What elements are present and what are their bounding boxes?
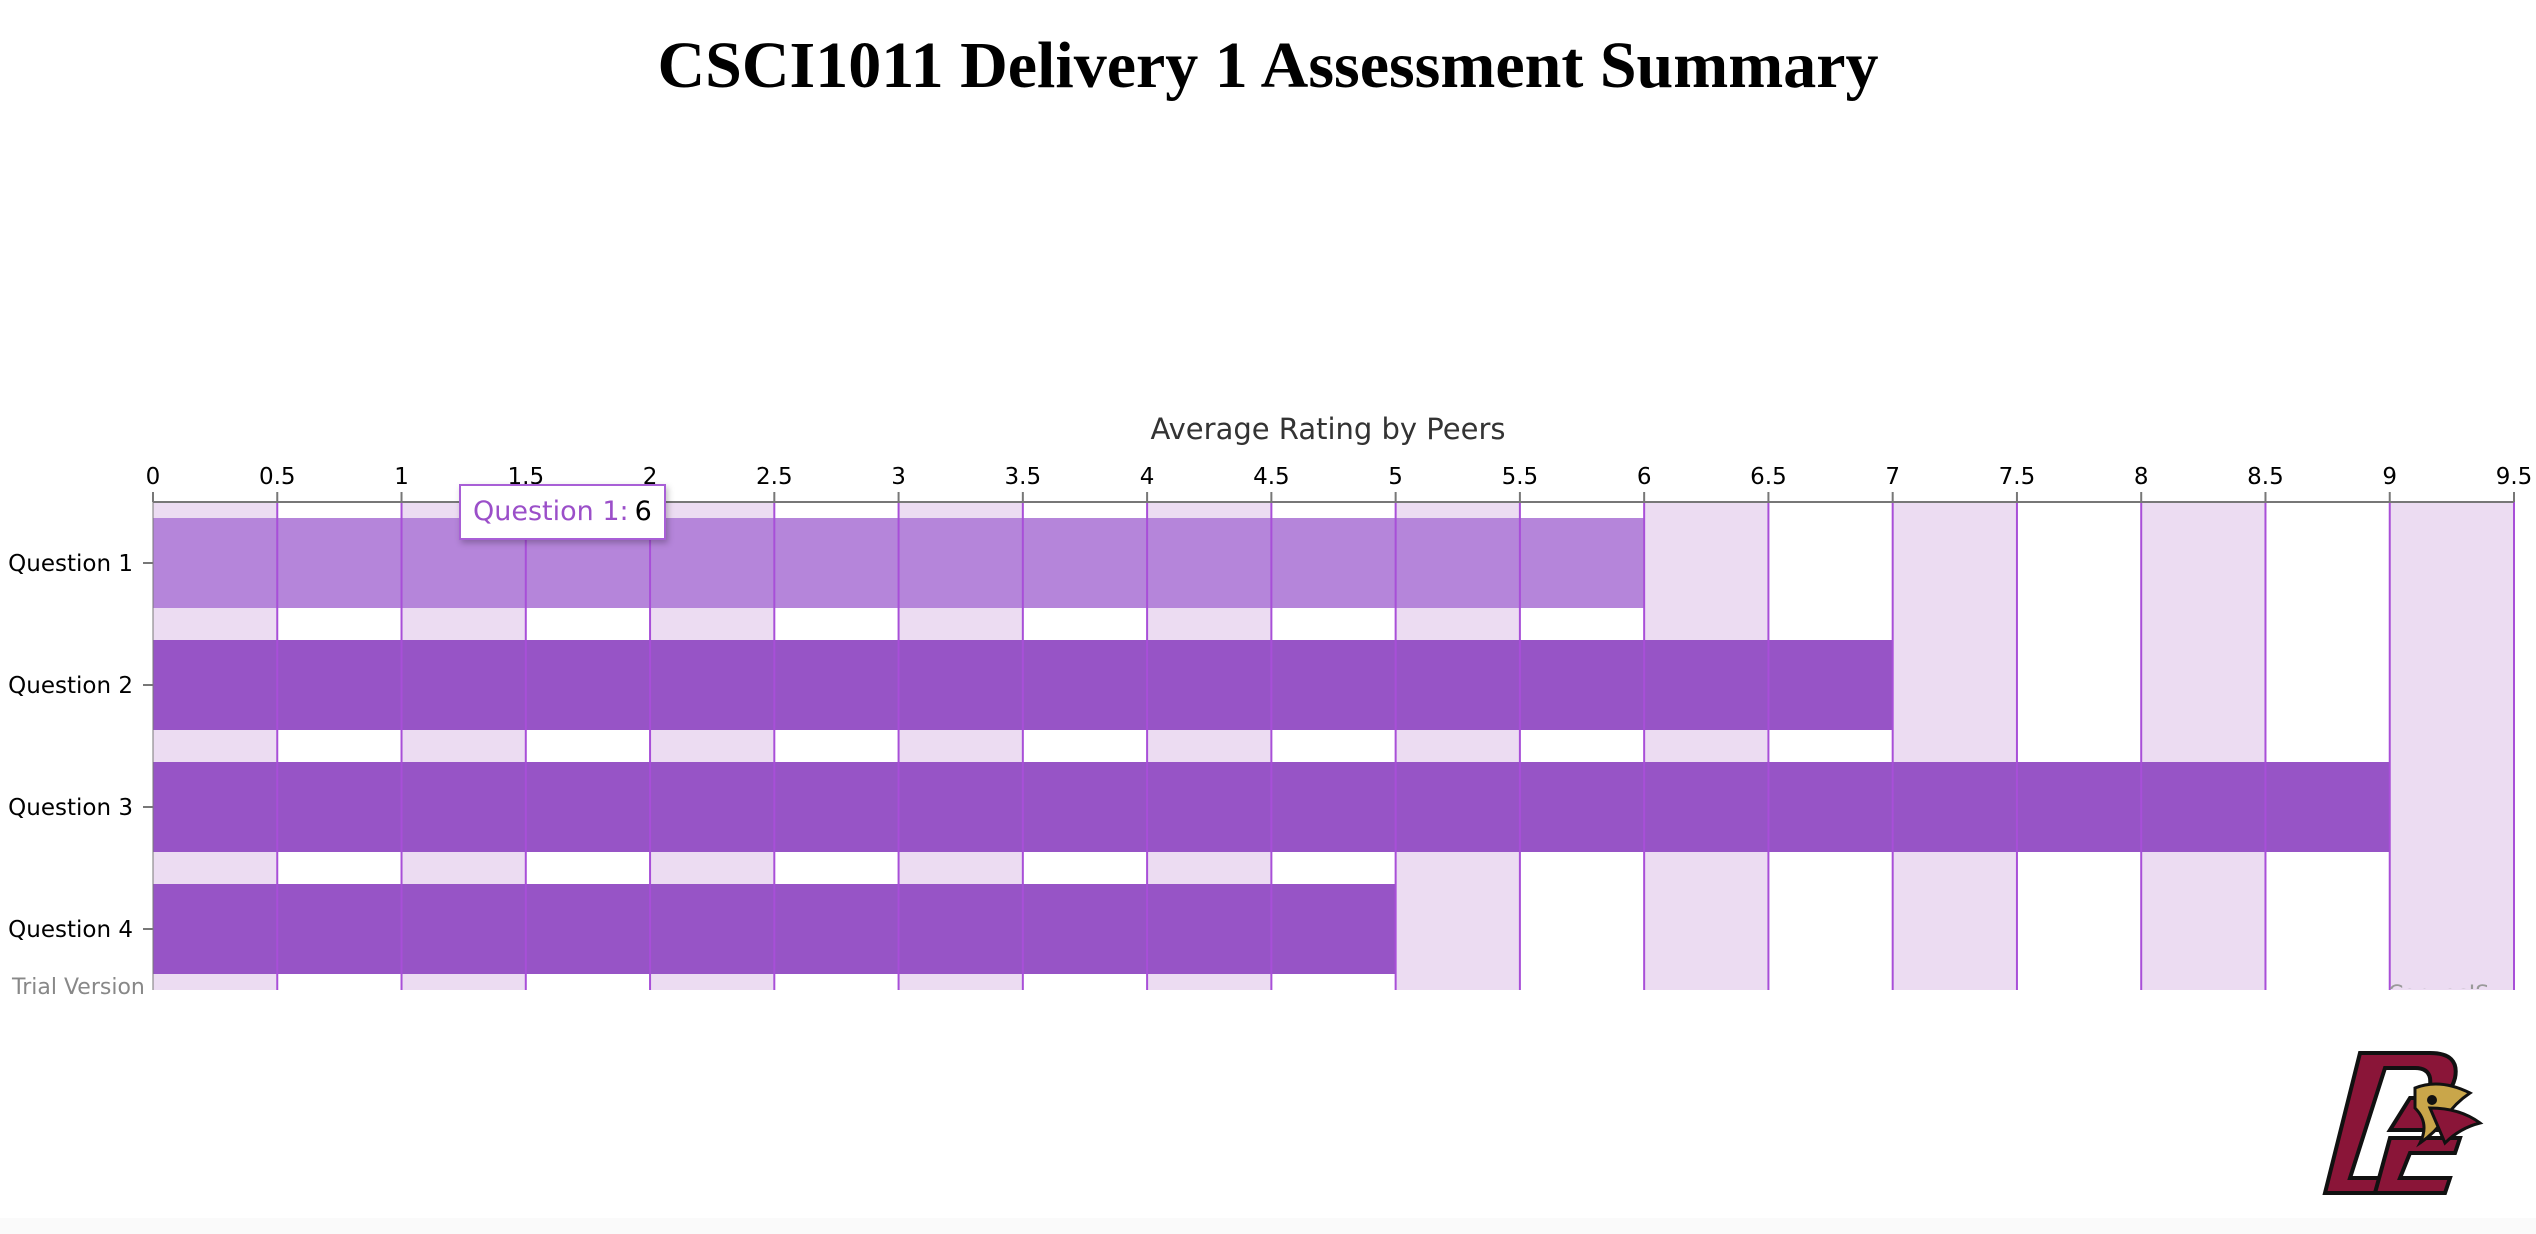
trial-version-text: Trial Version [12,975,145,1000]
tooltip-value: 6 [634,496,652,527]
page-title: CSCI1011 Delivery 1 Assessment Summary [657,29,1879,102]
interlaced-stripe [1892,502,2017,990]
axis: 0 0.5 1 1.5 2 2.5 3 3.5 4 4.5 5 5.5 6 6.5 7 7.5 8 8.5 9 9.5… [8,464,2532,990]
interlaced-stripe [1644,502,1769,990]
x-tick-label: 9 [2382,464,2397,490]
boston-college-logo [2322,1051,2484,1195]
x-tick-label: 7 [1885,464,1900,490]
x-tick-label: 1 [394,464,409,490]
interlaced-stripe [2141,502,2266,990]
x-tick-label: 2 [643,464,658,490]
category-label: Question 2 [8,673,133,699]
x-tick-label: 6.5 [1750,464,1787,490]
x-tick-label: 4.5 [1253,464,1290,490]
x-tick-label: 8 [2134,464,2149,490]
footer-band [0,1218,2536,1234]
x-tick-label: 3 [891,464,906,490]
chart-tooltip: Question 1: 6 [459,484,666,540]
logo-bc-letters [2322,1051,2484,1195]
x-tick-label: 5 [1388,464,1403,490]
credit-text[interactable]: CanvasJS [2388,975,2500,989]
category-label: Question 3 [8,795,133,821]
x-tick-label: 3.5 [1005,464,1042,490]
x-tick-label: 7.5 [1999,464,2036,490]
axis-title: Average Rating by Peers [1151,412,1506,446]
x-tick-label: 0 [146,464,161,490]
x-tick-label: 8.5 [2247,464,2284,490]
x-tick-label: 9.5 [2496,464,2533,490]
x-tick-label: 5.5 [1502,464,1539,490]
x-tick-label: 0.5 [259,464,296,490]
x-tick-label: 2.5 [756,464,793,490]
category-label: Question 1 [8,551,133,577]
gridlines [276,502,2515,990]
x-tick-label: 4 [1140,464,1155,490]
interlaced-stripe [2389,502,2514,990]
category-label: Question 4 [8,917,133,943]
x-tick-label: 6 [1637,464,1652,490]
tooltip-label: Question 1: [473,496,629,527]
